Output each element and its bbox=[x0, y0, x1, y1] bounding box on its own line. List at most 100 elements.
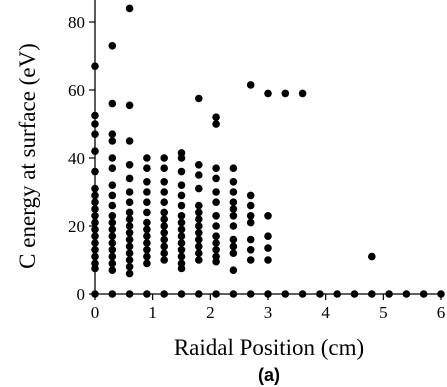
data-point bbox=[229, 178, 238, 186]
data-point bbox=[264, 212, 272, 220]
data-point bbox=[143, 198, 151, 206]
data-point bbox=[108, 232, 117, 240]
x-tick-label: 1 bbox=[148, 303, 157, 322]
data-point bbox=[177, 154, 186, 162]
data-point bbox=[108, 137, 117, 145]
data-point bbox=[195, 235, 203, 244]
x-tick-label: 5 bbox=[379, 303, 388, 322]
data-point bbox=[229, 188, 238, 196]
data-point bbox=[125, 4, 134, 13]
data-point bbox=[177, 201, 186, 210]
data-point bbox=[229, 164, 238, 172]
data-point bbox=[229, 198, 238, 206]
data-point bbox=[160, 208, 168, 217]
data-point bbox=[177, 191, 186, 200]
data-point bbox=[143, 239, 151, 247]
data-point bbox=[177, 264, 186, 273]
data-point bbox=[160, 178, 168, 186]
data-point bbox=[212, 222, 220, 230]
data-point bbox=[143, 154, 151, 162]
data-point bbox=[125, 198, 134, 206]
data-point bbox=[125, 235, 134, 244]
data-point bbox=[108, 201, 117, 210]
data-point bbox=[125, 249, 134, 257]
data-point bbox=[195, 184, 203, 193]
data-point bbox=[125, 256, 134, 264]
data-point bbox=[160, 222, 168, 230]
data-point bbox=[229, 222, 238, 230]
data-point bbox=[108, 42, 117, 50]
data-point bbox=[143, 259, 151, 268]
data-point bbox=[212, 232, 220, 240]
data-point bbox=[143, 188, 151, 196]
data-point bbox=[125, 215, 134, 223]
data-point bbox=[125, 263, 134, 271]
x-tick-label: 0 bbox=[91, 303, 100, 322]
data-point bbox=[229, 212, 238, 220]
y-tick-label: 20 bbox=[68, 217, 85, 236]
data-point bbox=[246, 256, 255, 264]
x-tick-label: 6 bbox=[437, 303, 446, 322]
data-point bbox=[143, 208, 151, 217]
data-point bbox=[246, 218, 255, 227]
data-point bbox=[264, 232, 272, 240]
data-point bbox=[229, 205, 238, 213]
data-point bbox=[160, 198, 168, 206]
data-point bbox=[264, 89, 272, 98]
data-point bbox=[195, 201, 203, 210]
data-point bbox=[195, 94, 203, 103]
data-point bbox=[212, 120, 220, 128]
data-point bbox=[160, 256, 168, 264]
data-point bbox=[212, 164, 220, 172]
x-tick-label: 2 bbox=[206, 303, 215, 322]
y-axis-title: C energy at surface (eV) bbox=[15, 43, 40, 269]
y-tick-label: 0 bbox=[77, 285, 86, 304]
data-point bbox=[177, 239, 186, 247]
data-point bbox=[177, 218, 186, 227]
data-point bbox=[160, 235, 168, 244]
data-point bbox=[143, 246, 151, 254]
data-point bbox=[195, 229, 203, 237]
data-point bbox=[212, 113, 220, 121]
data-point bbox=[160, 242, 168, 251]
x-ticks: 0 1 2 3 4 5 6 bbox=[91, 294, 446, 322]
data-point bbox=[108, 218, 117, 227]
data-point bbox=[108, 252, 117, 261]
points-layer bbox=[91, 4, 445, 298]
data-point bbox=[229, 242, 238, 251]
data-point bbox=[298, 89, 307, 98]
data-point bbox=[108, 225, 117, 234]
y-tick-label: 60 bbox=[68, 81, 85, 100]
data-point bbox=[195, 161, 203, 169]
data-point bbox=[108, 191, 117, 200]
y-tick-label: 80 bbox=[68, 13, 85, 32]
data-point bbox=[281, 89, 290, 98]
data-point bbox=[264, 244, 272, 252]
data-point bbox=[195, 222, 203, 230]
data-point bbox=[246, 235, 255, 244]
data-point bbox=[108, 239, 117, 247]
data-point bbox=[212, 174, 220, 183]
data-point bbox=[125, 101, 134, 110]
data-point bbox=[125, 229, 134, 237]
data-point bbox=[195, 208, 203, 217]
data-point bbox=[108, 212, 117, 220]
panel-label: (a) bbox=[258, 365, 280, 385]
data-point bbox=[177, 246, 186, 254]
data-point bbox=[160, 215, 168, 223]
data-point bbox=[246, 201, 255, 210]
data-point bbox=[160, 188, 168, 196]
data-point bbox=[212, 239, 220, 247]
data-point bbox=[160, 154, 168, 162]
data-point bbox=[195, 256, 203, 264]
data-point bbox=[125, 188, 134, 196]
data-point bbox=[195, 215, 203, 223]
data-point bbox=[264, 256, 272, 264]
data-point bbox=[177, 181, 186, 189]
data-point bbox=[160, 164, 168, 172]
data-point bbox=[143, 164, 151, 172]
data-point bbox=[108, 154, 117, 162]
data-point bbox=[108, 99, 117, 108]
x-tick-label: 4 bbox=[321, 303, 330, 322]
data-point bbox=[177, 212, 186, 220]
